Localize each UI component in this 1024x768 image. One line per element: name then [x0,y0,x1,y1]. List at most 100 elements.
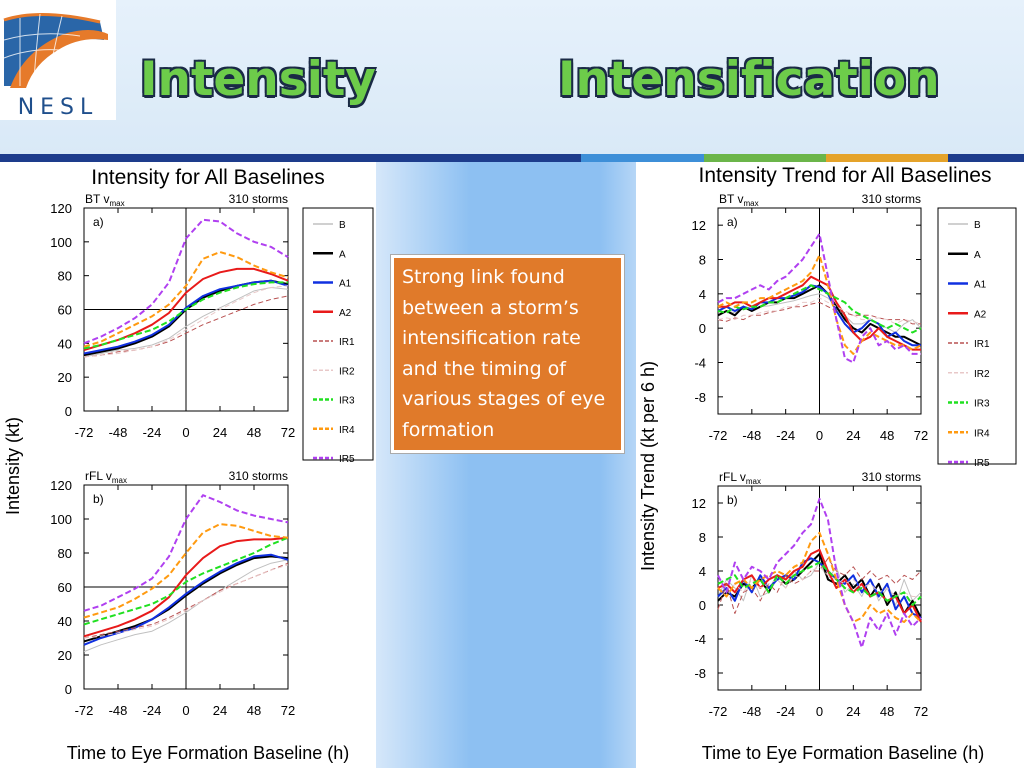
subtitle-storm-count: 310 storms [229,192,288,206]
divider-segment-blue [581,154,704,162]
y-tick-label: 100 [50,235,72,250]
x-tick-label: -72 [709,428,728,443]
series-line-a1 [83,279,289,355]
logo-text: NESL [18,95,99,120]
legend-label-ir5: IR5 [974,458,990,469]
x-tick-label: 24 [846,704,860,719]
callout-box: Strong link found between a storm’s inte… [391,255,624,453]
series-line-ir4 [717,531,922,623]
divider-segment-green [704,154,826,162]
x-tick-label: -72 [709,704,728,719]
y-tick-label: 0 [699,321,706,336]
y-tick-label: 60 [58,580,72,595]
series-line-b [83,287,289,358]
series-line-ir3 [717,284,922,334]
series-line-ir2 [83,285,289,358]
y-tick-label: 40 [58,336,72,351]
series-line-ir1 [83,562,289,639]
legend-label-a1: A1 [339,279,352,290]
x-tick-label: 24 [846,428,860,443]
subtitle-variable: rFL vmax [85,469,127,485]
y-tick-label: -8 [694,666,706,681]
header-divider [0,154,1024,162]
subtitle-variable: rFL vmax [719,470,761,486]
x-tick-label: -48 [742,704,761,719]
x-tick-label: 0 [816,428,823,443]
y-tick-label: 12 [692,218,706,233]
left-figure-title: Intensity for All Baselines [91,166,324,189]
y-tick-label: -4 [694,632,706,647]
y-tick-label: 8 [699,530,706,545]
y-tick-label: 0 [699,598,706,613]
legend-label-ir3: IR3 [339,396,355,407]
x-tick-label: 0 [182,425,189,440]
legend-label-ir2: IR2 [339,366,355,377]
x-tick-label: 72 [914,428,928,443]
series-line-ir4 [717,254,922,355]
legend-label-ir3: IR3 [974,399,990,410]
panel-label: b) [727,493,738,507]
x-tick-label: -24 [776,704,795,719]
subtitle-variable: BT vmax [85,192,125,208]
subtitle-storm-count: 310 storms [862,192,921,206]
series-line-a [717,284,922,347]
x-tick-label: -24 [143,425,162,440]
y-tick-label: 100 [50,512,72,527]
legend-frame [937,207,1017,465]
y-tick-label: 4 [699,564,706,579]
x-tick-label: -24 [143,703,162,718]
title-intensity: Intensity [140,52,376,107]
series-line-ir5 [717,497,922,649]
left-figure-ylabel: Intensity (kt) [3,417,23,515]
y-tick-label: -4 [694,356,706,371]
series-line-ir4 [83,251,289,348]
legend-label-a: A [339,249,346,260]
x-tick-label: -48 [109,703,128,718]
chart-1: BT vmax 310 storms a) 0 20 40 60 80 100 120 -72 -48… [50,192,295,440]
y-tick-label: 120 [50,201,72,216]
series-line-ir3 [83,536,289,626]
series-line-b [83,559,289,653]
y-tick-label: 20 [58,648,72,663]
series-line-ir2 [83,564,289,639]
x-tick-label: 24 [213,703,227,718]
x-tick-label: 48 [880,704,894,719]
y-tick-label: 12 [692,496,706,511]
x-tick-label: -72 [75,425,94,440]
legend-label-a2: A2 [974,309,987,320]
x-tick-label: 48 [247,425,261,440]
legend-label-ir1: IR1 [974,339,990,350]
x-tick-label: -48 [742,428,761,443]
legend-2: B A A1 A2 IR1 IR2 IR3 IR4 IR5 [937,207,1017,469]
right-figure-ylabel: Intensity Trend (kt per 6 h) [638,361,658,571]
x-tick-label: -48 [109,425,128,440]
legend-label-ir1: IR1 [339,337,355,348]
x-tick-label: 48 [247,703,261,718]
series-line-ir5 [83,218,289,345]
x-tick-label: -24 [776,428,795,443]
x-tick-label: 72 [281,425,295,440]
series-line-ir3 [83,281,288,350]
series-line-ir3 [717,561,922,606]
legend-1: B A A1 A2 IR1 IR2 IR3 IR4 IR5 [302,207,374,465]
panel-label: b) [93,492,104,506]
y-tick-label: 120 [50,478,72,493]
nesl-logo: NESL [0,0,116,120]
y-tick-label: 80 [58,269,72,284]
legend-label-b: B [339,220,346,231]
title-intensification: Intensification [558,52,940,107]
x-tick-label: 0 [182,703,189,718]
legend-label-a: A [974,250,981,261]
x-tick-label: 48 [880,428,894,443]
left-figure-xlabel: Time to Eye Formation Baseline (h) [67,743,349,763]
panel-label: a) [727,215,738,229]
x-tick-label: 72 [281,703,295,718]
y-tick-label: 8 [699,253,706,268]
panel-label: a) [93,215,104,229]
y-tick-label: -8 [694,390,706,405]
y-tick-label: 20 [58,370,72,385]
y-tick-label: 4 [699,287,706,302]
